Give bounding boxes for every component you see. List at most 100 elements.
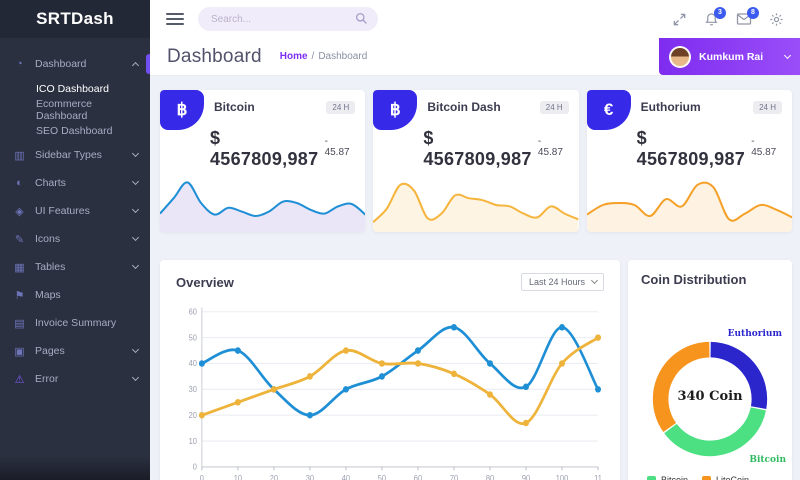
- messages-mail-icon[interactable]: 8: [736, 7, 759, 26]
- svg-text:100: 100: [556, 474, 569, 480]
- svg-text:0: 0: [200, 474, 205, 480]
- coin-legend: BitcoinLiteCoinEuthorium: [641, 475, 779, 480]
- sidebar-item-label: Dashboard: [35, 58, 87, 70]
- sidebar-item-tables[interactable]: ▦ Tables: [0, 253, 150, 281]
- sidebar: SRTDash ◔ Dashboard ICO Dashboard Ecommerce…: [0, 0, 150, 480]
- pie-icon: ◐: [16, 177, 23, 189]
- donut-center-label: 340 Coin: [677, 389, 743, 404]
- legend-item-bitcoin: Bitcoin: [647, 475, 688, 480]
- overview-title: Overview: [176, 274, 234, 290]
- notifications-bell-icon[interactable]: 3: [704, 6, 726, 27]
- card-change: - 45.87: [537, 136, 563, 158]
- legend-label: LiteCoin: [716, 475, 750, 480]
- sidebar-item-ecommerce-dashboard[interactable]: Ecommerce Dashboard: [0, 98, 150, 122]
- warning-icon: ⚠: [14, 373, 25, 386]
- sidebar-item-maps[interactable]: ⚑ Maps: [0, 281, 150, 309]
- sidebar-item-sidebar-types[interactable]: ▥ Sidebar Types: [0, 141, 150, 169]
- donut-callout-euthorium: Euthorium: [727, 329, 782, 339]
- crypto-card-euthorium: € Euthorium 24 H $ 4567809,987- 45.87: [586, 90, 792, 232]
- main-content: ฿ Bitcoin 24 H $ 4567809,987- 45.87 ฿ Bitcoin…: [150, 76, 800, 480]
- svg-text:50: 50: [378, 474, 387, 480]
- gem-icon: ◈: [15, 205, 24, 218]
- sidebar-item-pages[interactable]: ▣ Pages: [0, 337, 150, 365]
- svg-text:20: 20: [270, 474, 279, 480]
- coin-distribution-title: Coin Distribution: [641, 272, 747, 287]
- sparkline-chart: [373, 174, 579, 232]
- chevron-down-icon: [131, 261, 140, 270]
- svg-text:0: 0: [193, 462, 198, 471]
- sidebar-item-invoice-summary[interactable]: ▤ Invoice Summary: [0, 309, 150, 337]
- legend-swatch: [702, 475, 712, 480]
- fullscreen-icon[interactable]: [672, 12, 687, 27]
- sparkline-chart: [160, 174, 366, 232]
- legend-label: Bitcoin: [661, 475, 689, 480]
- sidebar-item-charts[interactable]: ◐ Charts: [0, 169, 150, 197]
- svg-text:40: 40: [189, 359, 198, 368]
- legend-swatch: [647, 475, 656, 480]
- menu-toggle-icon[interactable]: [166, 10, 184, 28]
- sidebar-footer-shadow: [0, 456, 150, 480]
- table-icon: ▦: [14, 261, 25, 274]
- notification-count-badge: 3: [714, 6, 726, 19]
- page-title: Dashboard: [167, 45, 262, 67]
- search-bar: [198, 7, 378, 31]
- svg-text:10: 10: [234, 474, 243, 480]
- sidebar-item-icons[interactable]: ✎ Icons: [0, 225, 150, 253]
- svg-text:60: 60: [189, 307, 198, 316]
- svg-text:80: 80: [486, 474, 495, 480]
- sidebar-item-label: Maps: [35, 289, 61, 301]
- card-period-badge: 24 H: [753, 100, 782, 114]
- sidebar-item-ico-dashboard[interactable]: ICO Dashboard: [0, 78, 150, 99]
- card-period-badge: 24 H: [539, 100, 569, 114]
- sidebar-item-label: UI Features: [35, 205, 90, 217]
- time-range-value: Last 24 Hours: [528, 277, 585, 287]
- svg-text:40: 40: [342, 474, 351, 480]
- topbar: 3 8: [150, 0, 800, 38]
- search-icon[interactable]: [355, 12, 368, 25]
- file-icon: ▤: [14, 317, 25, 330]
- sidebar-item-label: Sidebar Types: [35, 149, 102, 161]
- svg-text:30: 30: [189, 385, 198, 394]
- svg-text:90: 90: [522, 474, 531, 480]
- card-period-badge: 24 H: [326, 100, 356, 114]
- sidebar-menu: ◔ Dashboard ICO Dashboard Ecommerce Dashboa…: [0, 38, 150, 393]
- sidebar-item-error[interactable]: ⚠ Error: [0, 365, 150, 393]
- sidebar-item-dashboard[interactable]: ◔ Dashboard: [0, 50, 150, 78]
- user-menu[interactable]: Kumkum Rai: [659, 38, 800, 75]
- chevron-up-icon: [131, 61, 140, 70]
- search-input[interactable]: [198, 7, 378, 31]
- card-value: $ 4567809,987: [423, 128, 532, 169]
- overview-panel: Overview Last 24 Hours 0 10 20 30 40 50 60 0 10 2…: [160, 260, 620, 480]
- crypto-card-bitcoin: ฿ Bitcoin 24 H $ 4567809,987- 45.87: [160, 90, 366, 232]
- card-title: Euthorium: [640, 100, 701, 114]
- sidebar-item-label: Icons: [35, 233, 61, 245]
- card-change: - 45.87: [751, 136, 777, 158]
- card-title: Bitcoin Dash: [427, 100, 501, 114]
- chevron-down-icon: [590, 276, 599, 285]
- svg-text:70: 70: [450, 474, 459, 480]
- legend-item-litecoin: LiteCoin: [702, 475, 749, 480]
- sidebar-item-label: ICO Dashboard: [36, 82, 109, 95]
- crypto-card-bitcoin-dash: ฿ Bitcoin Dash 24 H $ 4567809,987- 45.87: [373, 90, 579, 232]
- coin-distribution-panel: Coin Distribution 340 Coin Euthorium Bit…: [628, 260, 792, 480]
- chevron-down-icon: [131, 345, 140, 354]
- chevron-down-icon: [131, 233, 140, 242]
- card-change: - 45.87: [324, 136, 350, 158]
- svg-text:50: 50: [189, 333, 198, 342]
- settings-gear-icon[interactable]: [769, 12, 784, 27]
- topbar-icons: 3 8: [672, 6, 800, 27]
- svg-text:11: 11: [594, 474, 602, 480]
- time-range-select[interactable]: Last 24 Hours: [520, 273, 604, 291]
- sidebar-item-ui-features[interactable]: ◈ UI Features: [0, 197, 150, 225]
- sidebar-item-label: Pages: [35, 345, 65, 357]
- pages-icon: ▣: [14, 345, 25, 358]
- message-count-badge: 8: [747, 7, 759, 19]
- gauge-icon: ◔: [16, 58, 23, 70]
- user-name: Kumkum Rai: [699, 50, 764, 63]
- sidebar-item-label: Charts: [35, 177, 66, 189]
- sidebar-item-seo-dashboard[interactable]: SEO Dashboard: [0, 120, 150, 141]
- sidebar-item-label: SEO Dashboard: [36, 124, 113, 137]
- breadcrumb-home-link[interactable]: Home: [279, 51, 308, 62]
- svg-text:60: 60: [414, 474, 423, 480]
- svg-text:20: 20: [189, 411, 198, 420]
